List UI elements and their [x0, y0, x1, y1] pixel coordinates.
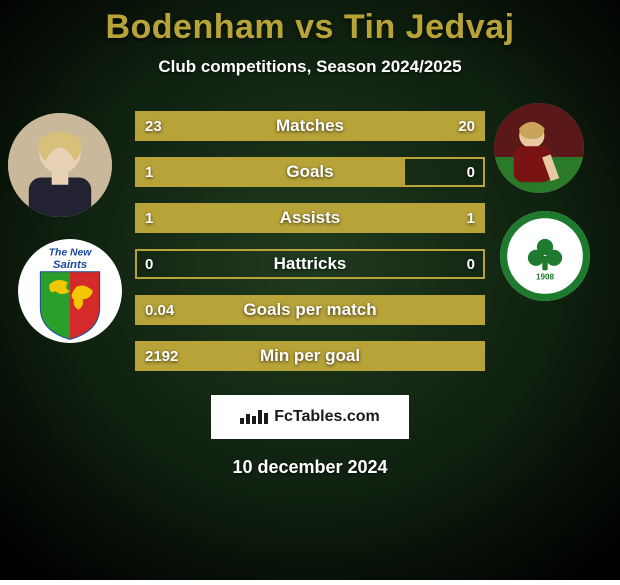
stat-value-right: 0: [467, 249, 475, 279]
player1-avatar: [8, 113, 112, 217]
club1-label-top: The New: [49, 248, 93, 259]
stat-fill-left: [135, 203, 310, 233]
stat-row: Min per goal2192: [135, 341, 485, 371]
subtitle: Club competitions, Season 2024/2025: [158, 57, 461, 77]
stat-row: Assists11: [135, 203, 485, 233]
stat-outline: [135, 249, 485, 279]
attribution-text: FcTables.com: [274, 408, 380, 426]
comparison-area: The New Saints: [0, 111, 620, 371]
stat-row: Hattricks0 0: [135, 249, 485, 279]
club1-logo: The New Saints: [18, 239, 122, 343]
club2-logo: ΠΑΝΑΘΗΝΑΙ ΚΟΣ 1908: [500, 211, 590, 301]
stat-fill-left: [135, 111, 322, 141]
club1-label-bottom: Saints: [53, 259, 87, 271]
date-text: 10 december 2024: [232, 457, 387, 478]
stat-label: Hattricks: [135, 249, 485, 279]
stat-row: Goals per match0.04: [135, 295, 485, 325]
attribution-chart-icon: [240, 410, 268, 424]
page-title: Bodenham vs Tin Jedvaj: [105, 8, 514, 47]
stat-value-right: 0: [467, 157, 475, 187]
stat-fill-left: [135, 341, 485, 371]
stat-fill-right: [322, 111, 485, 141]
player2-avatar: [494, 103, 584, 193]
stat-row: Matches2320: [135, 111, 485, 141]
content: Bodenham vs Tin Jedvaj Club competitions…: [0, 0, 620, 580]
stat-value-left: 0: [145, 249, 153, 279]
club2-year: 1908: [536, 272, 554, 281]
stat-fill-left: [135, 295, 485, 325]
stat-fill-right: [310, 203, 485, 233]
stats-bars: Matches2320Goals10Assists11Hattricks00Go…: [135, 111, 485, 371]
stat-row: Goals10: [135, 157, 485, 187]
stat-fill-left: [135, 157, 405, 187]
attribution-badge: FcTables.com: [211, 395, 409, 439]
